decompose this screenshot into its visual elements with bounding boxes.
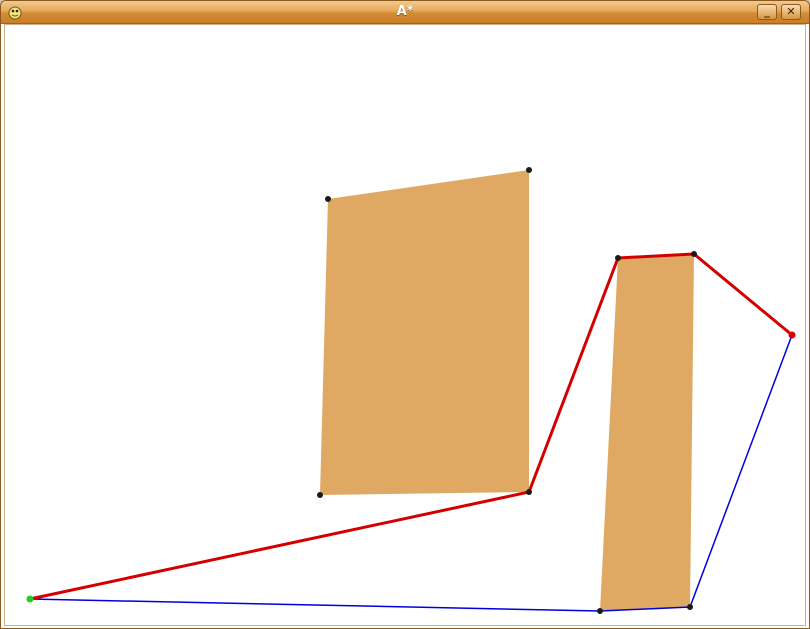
vertex-obstacle-right-bottom-right xyxy=(687,604,693,610)
vertex-obstacle-right-top-right xyxy=(691,251,697,257)
vertex-obstacle-left-top-left xyxy=(325,196,331,202)
vertex-obstacle-right-bottom-left xyxy=(597,608,603,614)
obstacle-left xyxy=(320,170,529,495)
pathfinding-scene xyxy=(26,167,796,614)
vertex-obstacle-right-top-left xyxy=(615,255,621,261)
vertex-obstacle-left-top-right xyxy=(526,167,532,173)
minimize-button[interactable]: _ xyxy=(757,4,777,20)
search-edge-bottom xyxy=(29,334,793,612)
vertex-obstacle-left-bottom-left xyxy=(317,492,323,498)
drawing-canvas[interactable] xyxy=(4,24,806,626)
pygame-snake-icon xyxy=(8,6,22,20)
vertex-obstacle-left-bottom-right xyxy=(526,489,532,495)
goal-point[interactable] xyxy=(788,331,796,339)
obstacle-right xyxy=(600,254,694,611)
close-button[interactable]: ✕ xyxy=(781,4,801,20)
title-bar[interactable]: A* _ ✕ xyxy=(1,1,809,24)
start-point[interactable] xyxy=(26,595,34,603)
window-title: A* xyxy=(396,4,414,19)
